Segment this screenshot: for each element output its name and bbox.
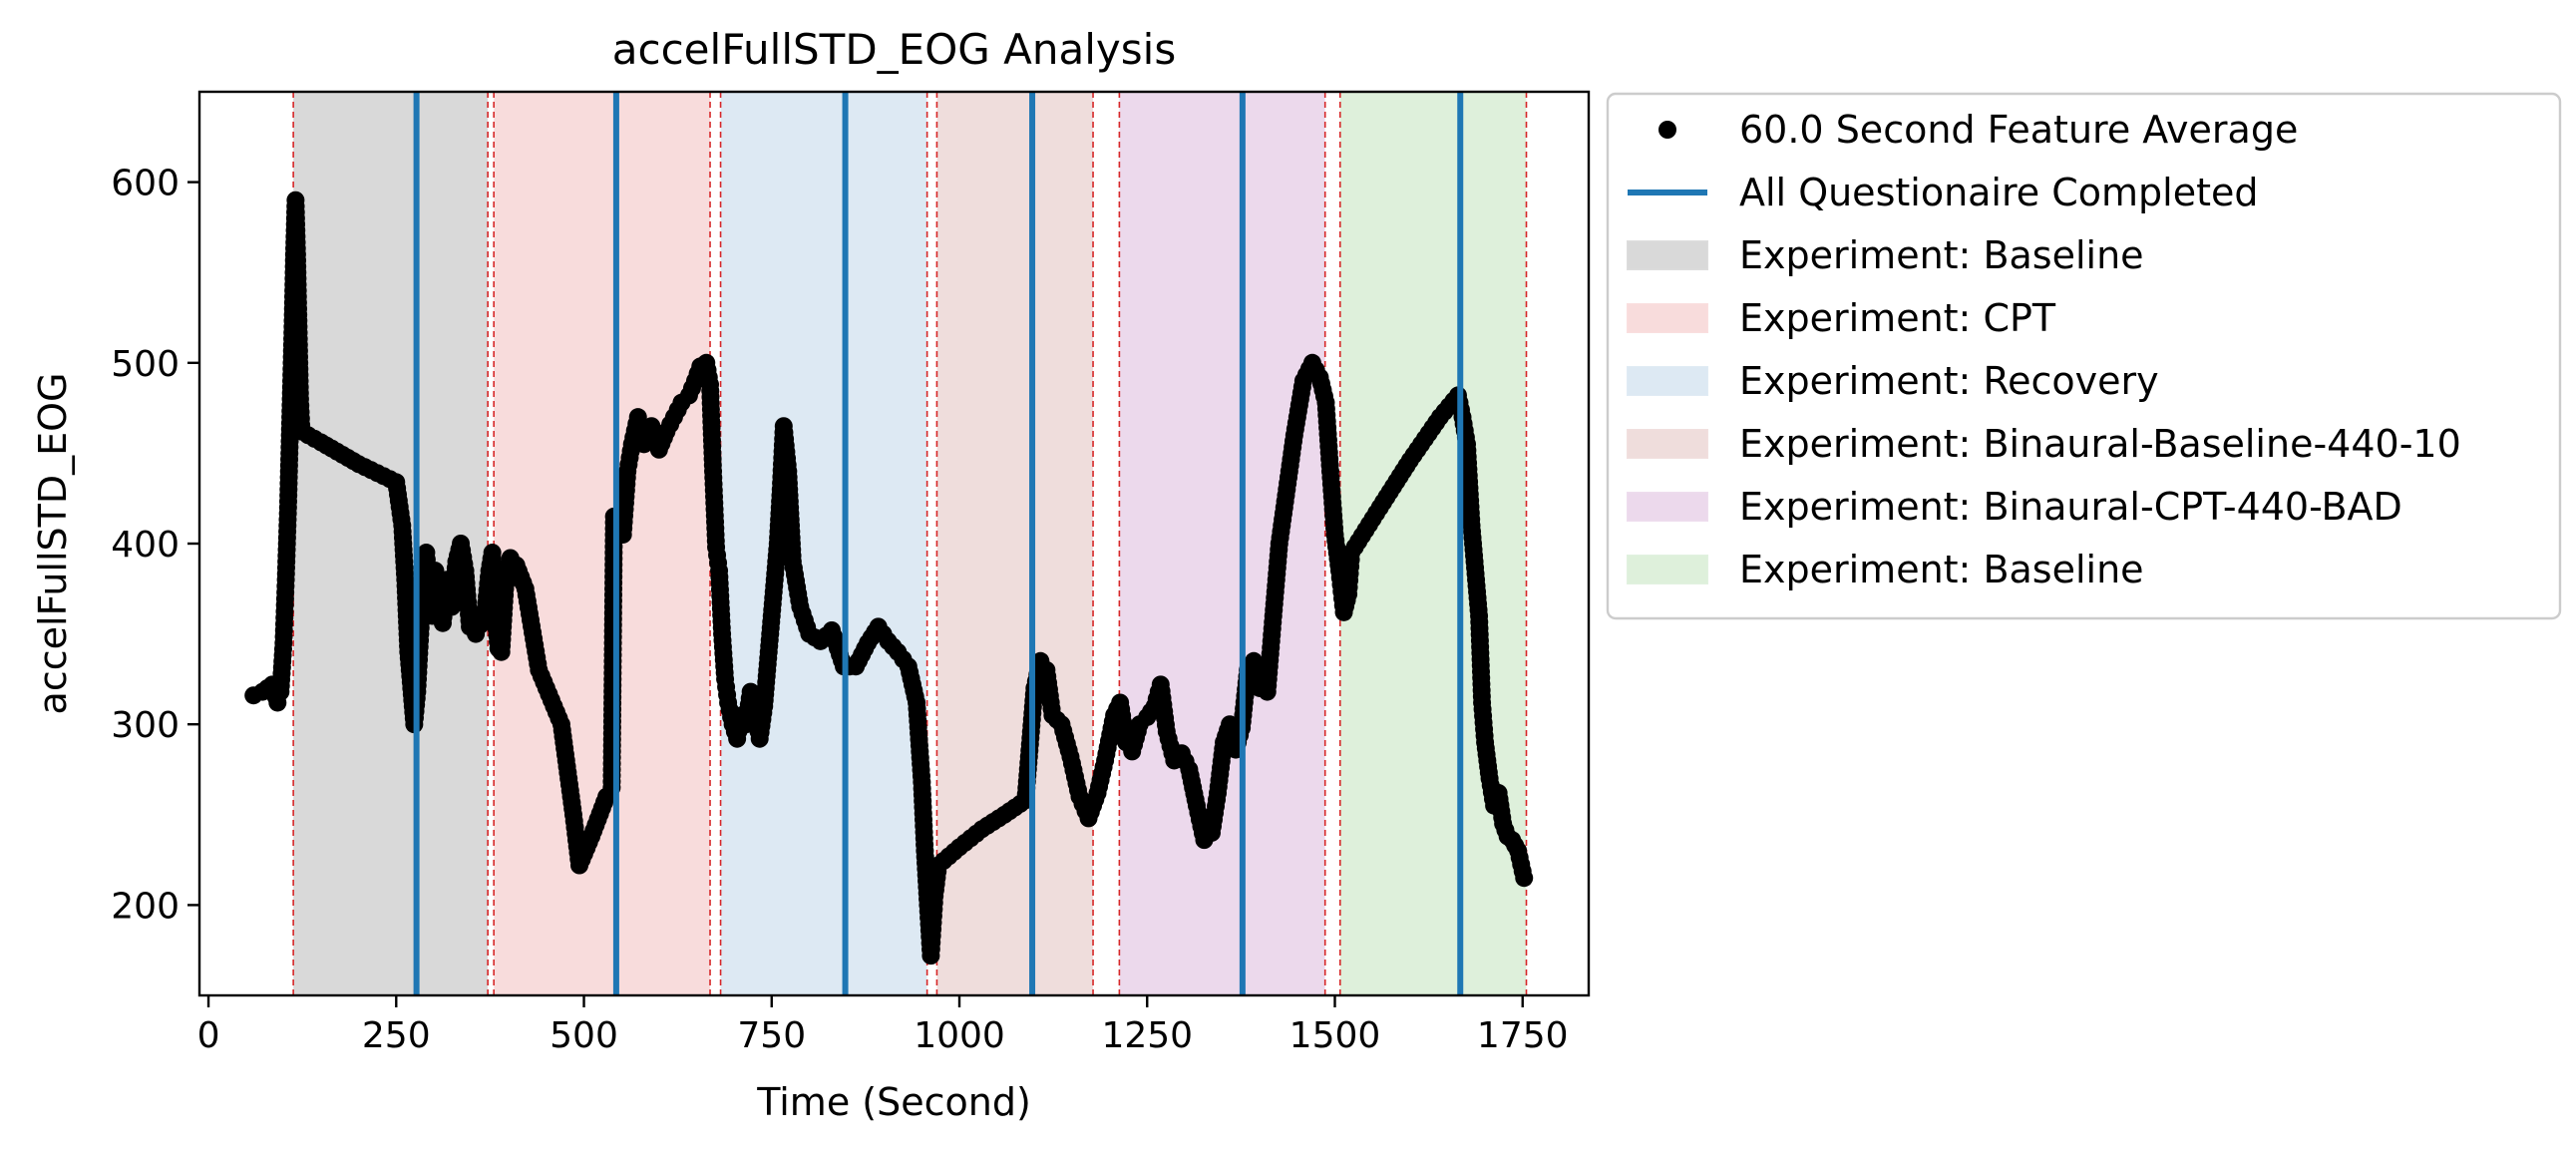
x-tick-label-3: 750 (737, 1015, 806, 1056)
legend-label-2: Experiment: Baseline (1739, 233, 2144, 277)
experiment-span-1 (494, 92, 711, 995)
data-trace-dot (682, 379, 701, 398)
x-tick-label-4: 1000 (914, 1015, 1005, 1056)
legend-patch-6 (1627, 492, 1708, 522)
y-tick-label-1: 300 (111, 705, 180, 746)
legend-label-0: 60.0 Second Feature Average (1739, 108, 2298, 152)
x-tick-label-1: 250 (362, 1015, 431, 1056)
data-trace-dot (1496, 821, 1515, 840)
data-trace-dot (668, 400, 687, 419)
data-trace-dot (718, 685, 737, 704)
data-trace-dot (290, 384, 309, 402)
data-trace-dot (712, 618, 731, 637)
questionnaire-lines (413, 92, 1464, 995)
data-trace-dot (706, 532, 725, 551)
data-trace-dot (715, 663, 734, 682)
x-tick-label-6: 1500 (1289, 1015, 1381, 1056)
y-tick-label-3: 500 (111, 344, 180, 385)
data-trace-dot (699, 368, 718, 387)
data-trace-dot (594, 793, 613, 812)
data-trace-dot (1163, 744, 1182, 763)
data-trace-dot (1156, 715, 1175, 734)
data-trace-dot (703, 456, 722, 475)
data-trace-dot (617, 468, 636, 487)
legend-label-4: Experiment: Recovery (1739, 359, 2159, 403)
data-trace-dot (460, 611, 479, 630)
legend-patch-7 (1627, 555, 1708, 584)
data-trace-dot (661, 415, 680, 434)
data-trace-dot (884, 637, 903, 656)
experiment-span-2 (720, 92, 927, 995)
data-trace-dot (621, 442, 640, 461)
data-trace-dot (455, 555, 474, 574)
data-trace-dot (1068, 781, 1087, 800)
axis-ticks: 0 250 500 750 1000 1250 1500 1750 200 300 400 500 60… (111, 164, 1568, 1056)
legend-label-7: Experiment: Baseline (1739, 548, 2144, 591)
legend-marker-0 (1658, 121, 1676, 139)
legend-patch-4 (1627, 366, 1708, 396)
data-trace-dot (1513, 862, 1532, 881)
experiment-spans (292, 92, 1528, 995)
data-trace-dot (894, 649, 913, 668)
x-tick-label-7: 1750 (1477, 1015, 1569, 1056)
data-trace-dot (1306, 361, 1325, 380)
data-trace-dot (1176, 752, 1195, 771)
data-trace-dot (874, 624, 893, 643)
legend-box (1606, 92, 2562, 620)
legend: 60.0 Second Feature Average All Questiona… (1606, 92, 2562, 620)
data-trace-dot (1472, 687, 1491, 706)
legend-label-5: Experiment: Binaural-Baseline-440-10 (1739, 422, 2461, 466)
x-tick-label-0: 0 (197, 1015, 220, 1056)
y-tick-label-4: 600 (111, 164, 180, 204)
x-axis-label: Time (Second) (756, 1080, 1031, 1124)
legend-patch-3 (1627, 303, 1708, 333)
legend-patch-5 (1627, 429, 1708, 459)
legend-label-1: All Questionaire Completed (1739, 171, 2259, 214)
legend-label-6: Experiment: Binaural-CPT-440-BAD (1739, 485, 2402, 529)
y-axis-label: accelFullSTD_EOG (31, 373, 75, 715)
legend-patch-2 (1627, 240, 1708, 270)
experiment-span-4 (1119, 92, 1325, 995)
x-tick-label-5: 1250 (1101, 1015, 1193, 1056)
data-trace-dot (1128, 721, 1147, 740)
x-tick-label-2: 500 (550, 1015, 618, 1056)
y-tick-label-0: 200 (111, 886, 180, 927)
chart-title: accelFullSTD_EOG Analysis (612, 25, 1176, 74)
data-trace-dot (709, 554, 728, 573)
experiment-span-3 (936, 92, 1094, 995)
experiment-span-5 (1339, 92, 1527, 995)
y-tick-label-2: 400 (111, 525, 180, 566)
legend-label-3: Experiment: CPT (1739, 296, 2056, 340)
